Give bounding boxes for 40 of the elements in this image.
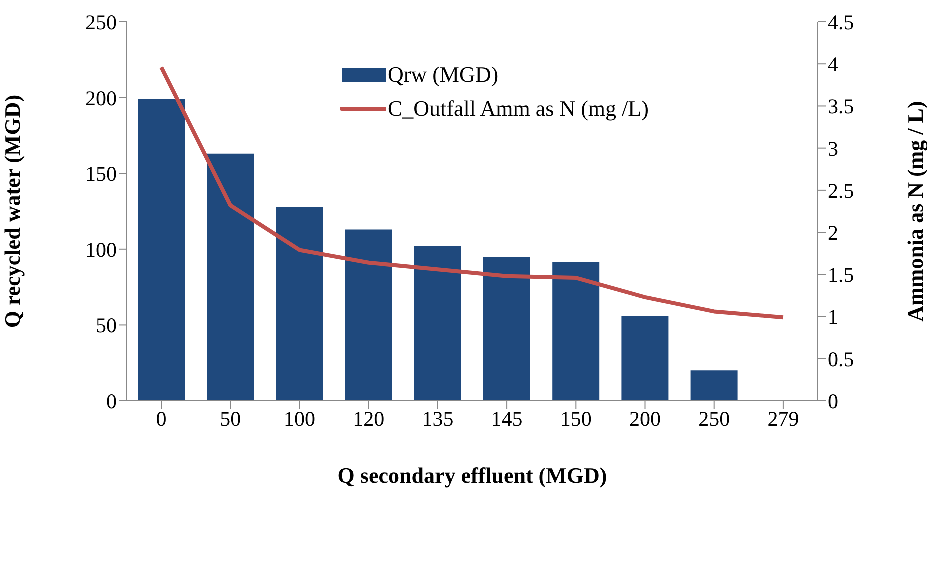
bar — [276, 206, 324, 401]
bar — [345, 230, 392, 401]
y2-tick-label: 0 — [828, 389, 838, 414]
bar — [690, 370, 738, 401]
bar — [622, 316, 669, 401]
y-tick-label: 0 — [106, 389, 117, 414]
y2-tick-label: 3.5 — [828, 94, 854, 119]
bar — [552, 262, 600, 401]
y2-tick-label: 4 — [828, 52, 839, 77]
y2-tick-label: 2 — [828, 221, 838, 246]
y2-tick-label: 0.5 — [828, 347, 854, 372]
bar — [138, 99, 185, 401]
x-tick-label: 150 — [560, 406, 592, 431]
x-tick-label: 120 — [353, 406, 385, 431]
x-tick-label: 135 — [422, 406, 454, 431]
y2-tick-label: 3 — [828, 136, 838, 161]
x-tick-label: 250 — [698, 406, 730, 431]
x-tick-label: 100 — [284, 406, 316, 431]
legend-label: Qrw (MGD) — [388, 62, 499, 88]
bar — [414, 246, 462, 401]
y-tick-label: 200 — [86, 86, 117, 110]
x-tick-label: 279 — [768, 406, 800, 431]
y-tick-label: 50 — [96, 314, 117, 338]
y-tick-label: 100 — [86, 238, 117, 262]
x-tick-label: 50 — [220, 406, 242, 431]
line-series — [160, 65, 786, 320]
bar — [484, 256, 530, 401]
y2-tick-label: 2.5 — [828, 178, 854, 203]
legend-label: C_Outfall Amm as N (mg /L) — [388, 96, 649, 122]
y2-tick-label: 4.5 — [828, 10, 854, 34]
x-tick-label: 145 — [491, 406, 523, 431]
y-axis-title: Q recycled water (MGD) — [0, 94, 25, 328]
x-axis-title: Q secondary effluent (MGD) — [338, 463, 608, 488]
y2-tick-label: 1 — [828, 305, 838, 330]
bar — [207, 154, 254, 401]
y-tick-label: 150 — [86, 162, 117, 186]
y-tick-label: 250 — [86, 10, 117, 34]
y2-tick-label: 1.5 — [828, 263, 854, 288]
x-tick-label: 200 — [630, 406, 661, 431]
x-tick-label: 0 — [156, 406, 167, 431]
